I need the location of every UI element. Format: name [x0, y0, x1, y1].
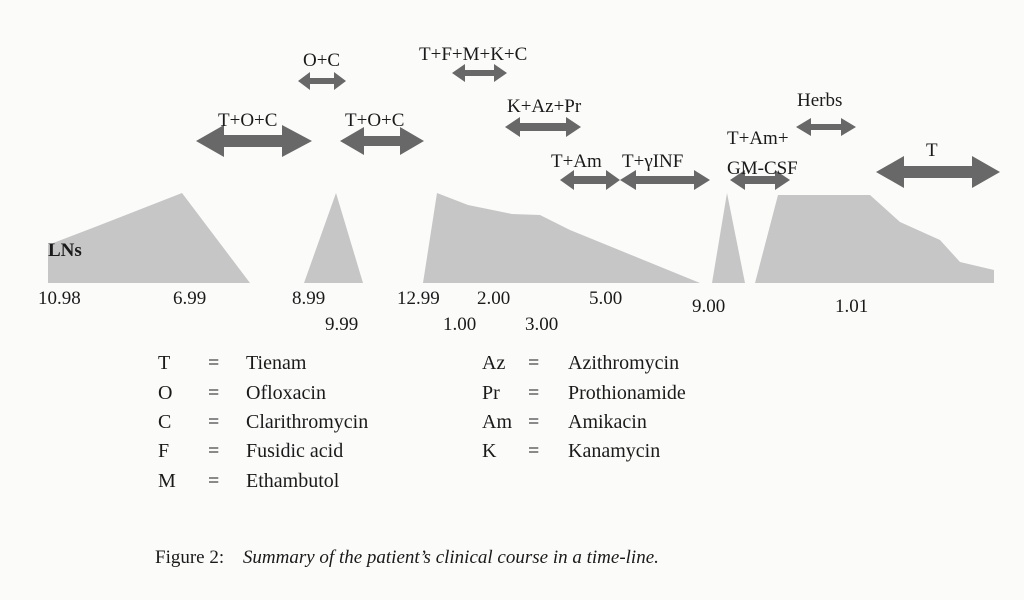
legend-drug-name: Ofloxacin — [246, 382, 326, 404]
regimen-label: K+Az+Pr — [507, 96, 582, 117]
ln-area-5 — [755, 195, 994, 283]
arrow-t-o-c-2 — [340, 127, 424, 155]
legend-abbr: Am — [482, 411, 512, 433]
legend-drug-name: Ethambutol — [246, 470, 340, 492]
legend-drug-name: Fusidic acid — [246, 440, 344, 462]
arrow-herbs — [796, 118, 856, 136]
legend-equals: = — [208, 440, 220, 462]
arrow-t-ginf — [620, 170, 710, 190]
ln-area-2 — [304, 193, 363, 283]
caption-text: Summary of the patient’s clinical course… — [242, 547, 659, 568]
arrow-k-az-pr — [505, 117, 581, 137]
tick-label: 2.00 — [477, 288, 510, 309]
tick-label: 3.00 — [525, 314, 558, 335]
legend-abbr: Pr — [482, 382, 500, 404]
tick-label: 5.00 — [589, 288, 622, 309]
tick-label: 1.01 — [835, 296, 868, 317]
figure-caption: Figure 2: Summary of the patient’s clini… — [155, 547, 659, 569]
regimen-label: T+Am — [551, 151, 602, 172]
ln-area-4 — [712, 193, 745, 283]
regimen-label: T+F+M+K+C — [419, 44, 527, 65]
caption-label: Figure 2: — [155, 547, 225, 568]
ln-area-1 — [48, 193, 250, 283]
legend-equals: = — [208, 411, 220, 433]
regimen-label: GM-CSF — [727, 158, 798, 179]
legend-equals: = — [528, 352, 540, 374]
legend-drug-name: Clarithromycin — [246, 411, 369, 433]
y-axis-label: LNs — [48, 240, 82, 261]
tick-label: 1.00 — [443, 314, 476, 335]
regimen-label: O+C — [303, 50, 340, 71]
legend-abbr: C — [158, 411, 172, 433]
tick-label: 6.99 — [173, 288, 206, 309]
legend-abbr: M — [158, 470, 176, 492]
legend-drug-name: Amikacin — [568, 411, 647, 433]
tick-label: 10.98 — [38, 288, 81, 309]
legend-drug-name: Tienam — [246, 352, 307, 374]
regimen-label: T+O+C — [218, 110, 277, 131]
legend-abbr: F — [158, 440, 170, 462]
time-ticks: 10.98 6.99 8.99 9.99 12.99 1.00 2.00 3.0… — [38, 288, 868, 335]
legend-drug-name: Azithromycin — [568, 352, 680, 374]
regimen-label: Herbs — [797, 90, 842, 111]
tick-label: 9.99 — [325, 314, 358, 335]
legend-equals: = — [528, 382, 540, 404]
legend-equals: = — [208, 470, 220, 492]
ln-area-3 — [423, 193, 700, 283]
arrow-o-c — [298, 72, 346, 90]
legend-equals: = — [208, 382, 220, 404]
legend-drug-name: Prothionamide — [568, 382, 686, 404]
tick-label: 8.99 — [292, 288, 325, 309]
regimen-label: T+O+C — [345, 110, 404, 131]
regimen-label: T — [926, 140, 938, 161]
legend-drug-name: Kanamycin — [568, 440, 661, 462]
legend-abbr: T — [158, 352, 171, 374]
treatment-arrows — [196, 64, 1000, 190]
arrow-t-am-gmcsf — [730, 170, 790, 190]
arrow-t-o-c-1 — [196, 125, 312, 157]
legend-equals: = — [208, 352, 220, 374]
tick-label: 9.00 — [692, 296, 725, 317]
tick-label: 12.99 — [397, 288, 440, 309]
regimen-label: T+γINF — [622, 151, 683, 172]
regimen-label: T+Am+ — [727, 128, 789, 149]
regimen-labels: T+O+C O+C T+O+C T+F+M+K+C K+Az+Pr T+Am T… — [218, 44, 938, 179]
legend-equals: = — [528, 411, 540, 433]
legend-abbr: Az — [482, 352, 506, 374]
legend-equals: = — [528, 440, 540, 462]
arrow-t-am — [560, 170, 620, 190]
legend-abbr: O — [158, 382, 173, 404]
legend-abbr: K — [482, 440, 497, 462]
arrow-t-f-m-k-c — [452, 64, 507, 82]
arrow-t-final — [876, 156, 1000, 188]
lymph-node-areas — [48, 193, 994, 283]
